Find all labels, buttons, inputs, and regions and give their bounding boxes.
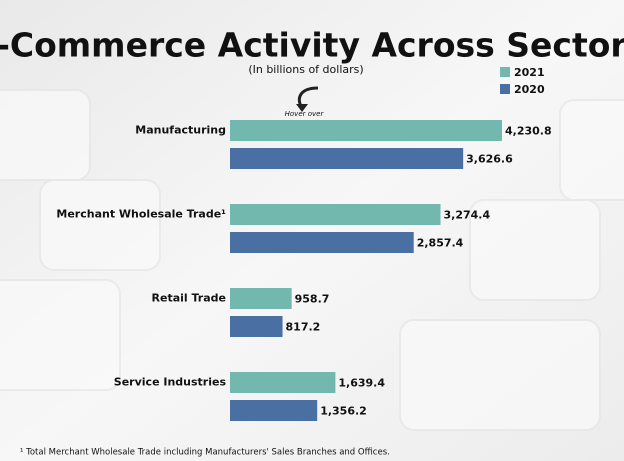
value-label: 1,639.4 (338, 377, 385, 390)
bar (230, 288, 292, 309)
legend-swatch (500, 67, 510, 77)
legend-label: 2021 (514, 66, 545, 79)
value-label: 3,274.4 (444, 209, 491, 222)
value-label: 958.7 (295, 293, 330, 306)
bar (230, 400, 318, 421)
bar (230, 372, 336, 393)
category-label: Merchant Wholesale Trade¹ (56, 208, 226, 221)
value-label: 817.2 (286, 321, 321, 334)
annotation: Hover over (285, 110, 325, 118)
category-label: Retail Trade (152, 292, 226, 305)
value-label: 1,356.2 (320, 405, 367, 418)
bar (230, 204, 441, 225)
bar (230, 232, 414, 253)
bar (230, 148, 464, 169)
bar (230, 120, 502, 141)
value-label: 2,857.4 (417, 237, 464, 250)
value-label: 4,230.8 (505, 125, 552, 138)
bar (230, 316, 283, 337)
legend-label: 2020 (514, 83, 545, 96)
value-label: 3,626.6 (466, 153, 513, 166)
chart-subtitle: (In billions of dollars) (248, 63, 363, 76)
annotation-arrowhead (296, 104, 308, 112)
legend-swatch (500, 84, 510, 94)
keyboard-backdrop (0, 89, 624, 431)
category-label: Service Industries (114, 376, 227, 389)
footnote: ¹ Total Merchant Wholesale Trade includi… (20, 448, 390, 458)
category-label: Manufacturing (135, 124, 226, 137)
chart-title: E-Commerce Activity Across Sectors (0, 26, 624, 65)
